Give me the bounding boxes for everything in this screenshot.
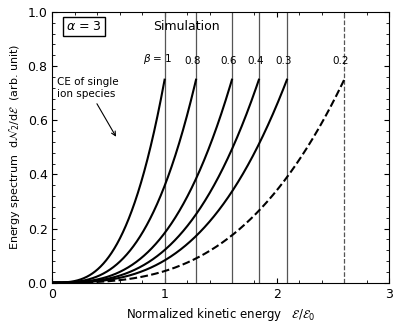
Text: 0.6: 0.6 (220, 56, 237, 66)
Text: CE of single
ion species: CE of single ion species (57, 77, 118, 136)
Text: 0.2: 0.2 (332, 56, 349, 66)
X-axis label: Normalized kinetic energy   $\mathcal{E}/\mathcal{E}_0$: Normalized kinetic energy $\mathcal{E}/\… (126, 306, 316, 323)
Y-axis label: Energy spectrum  d$\mathcal{N}_2$/d$\mathcal{E}$  (arb. unit): Energy spectrum d$\mathcal{N}_2$/d$\math… (7, 44, 22, 250)
Text: $\alpha$ = 3: $\alpha$ = 3 (66, 20, 102, 33)
Text: $\beta$ = 1: $\beta$ = 1 (143, 52, 173, 66)
Text: 0.4: 0.4 (247, 56, 264, 66)
Text: 0.3: 0.3 (275, 56, 292, 66)
Text: 0.8: 0.8 (184, 56, 201, 66)
Text: Simulation: Simulation (153, 20, 220, 33)
